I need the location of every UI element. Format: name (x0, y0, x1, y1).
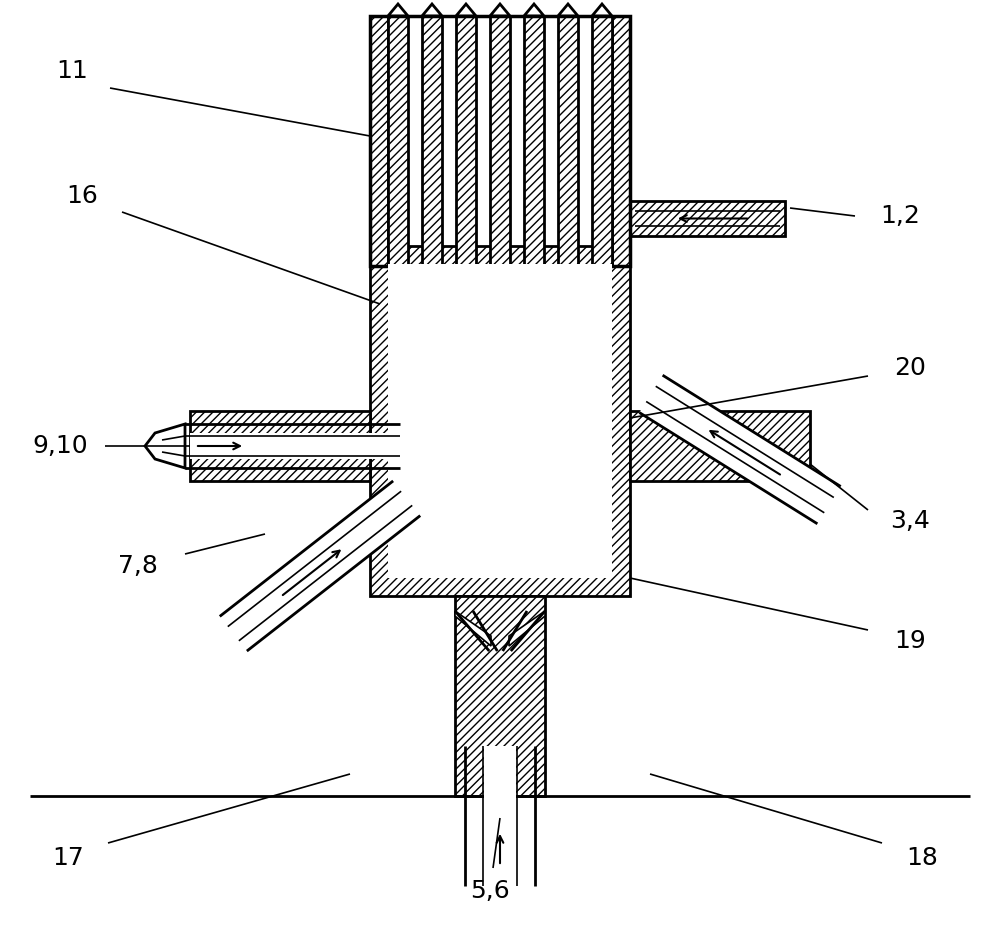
Text: 1,2: 1,2 (880, 204, 920, 228)
Bar (370, 16, 630, 266)
Polygon shape (558, 4, 578, 16)
Bar (524, 16, 544, 266)
Bar (370, 16, 388, 266)
Bar (388, 264, 612, 578)
Bar (490, 16, 510, 266)
Bar (370, 246, 630, 596)
Bar (630, 201, 785, 236)
Bar (630, 411, 810, 481)
Bar (456, 16, 476, 266)
Bar (422, 16, 442, 266)
Polygon shape (422, 4, 442, 16)
Polygon shape (524, 4, 544, 16)
Text: 3,4: 3,4 (890, 509, 930, 533)
Bar (190, 433, 400, 459)
Polygon shape (145, 424, 185, 468)
Bar (484, 746, 516, 886)
Polygon shape (639, 375, 841, 524)
Text: 17: 17 (52, 846, 84, 870)
Bar (388, 16, 408, 266)
Text: 7,8: 7,8 (118, 554, 158, 578)
Polygon shape (425, 301, 469, 345)
Polygon shape (220, 481, 420, 651)
Bar (558, 16, 578, 266)
Polygon shape (490, 4, 510, 16)
Text: 20: 20 (894, 356, 926, 380)
Polygon shape (425, 301, 499, 375)
Text: 9,10: 9,10 (32, 434, 88, 458)
Text: 11: 11 (56, 59, 88, 83)
Bar (190, 411, 370, 481)
Text: 19: 19 (894, 629, 926, 653)
Polygon shape (455, 611, 491, 646)
Polygon shape (592, 4, 612, 16)
Text: 16: 16 (66, 184, 98, 208)
Bar (455, 596, 545, 796)
Polygon shape (425, 301, 529, 405)
Polygon shape (456, 4, 476, 16)
Polygon shape (388, 4, 408, 16)
Text: 5,6: 5,6 (470, 879, 510, 903)
Bar (592, 16, 612, 266)
Polygon shape (509, 611, 545, 646)
Bar (612, 16, 630, 266)
Text: 18: 18 (906, 846, 938, 870)
